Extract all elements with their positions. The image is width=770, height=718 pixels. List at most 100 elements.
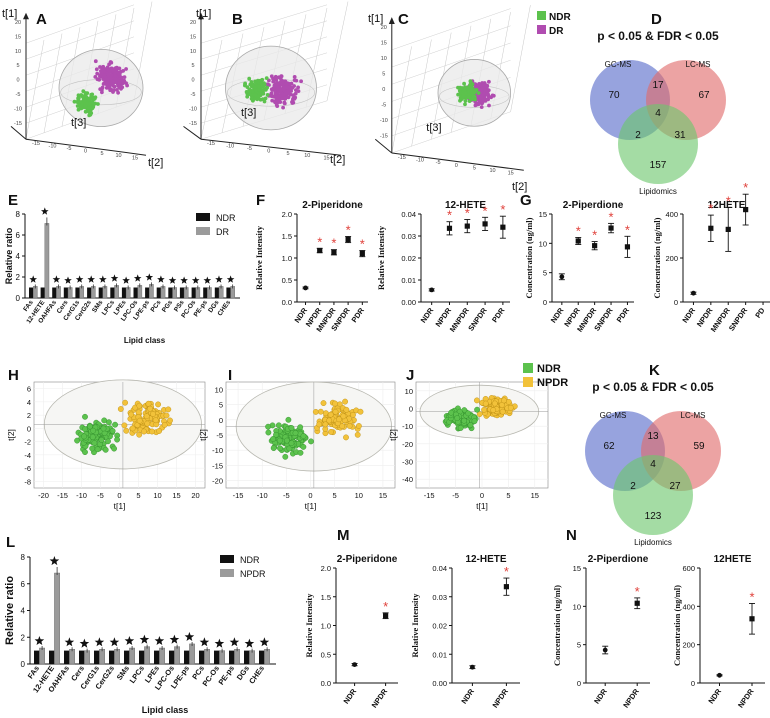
- point-ndr: [456, 85, 460, 90]
- x-tick-label: 20: [191, 491, 199, 500]
- grid-line: [25, 4, 135, 44]
- legend-swatch-ndr: [196, 213, 210, 221]
- axis-tick: 0: [16, 78, 19, 84]
- point-dr: [109, 79, 113, 84]
- point-ndr: [288, 440, 295, 446]
- point-ndr: [96, 102, 100, 106]
- y-tick-label: 0.5: [282, 276, 292, 285]
- point-npdr: [136, 417, 143, 424]
- significance-asterisk: *: [383, 599, 388, 614]
- point-dr: [281, 79, 286, 84]
- point-ndr: [111, 445, 118, 452]
- point-dr: [114, 65, 119, 70]
- venn-count-lc-lipidomics: 27: [669, 481, 681, 492]
- point-dr: [475, 102, 480, 107]
- axis-tick: -10: [380, 118, 388, 124]
- x-axis-label: Lipid class: [142, 705, 189, 715]
- venn-count-lipidomics-only: 123: [645, 511, 662, 522]
- point-ndr: [86, 106, 91, 110]
- point-dr: [99, 69, 103, 73]
- significance-asterisk: *: [346, 222, 351, 237]
- venn-title: p < 0.05 & FDR < 0.05: [592, 380, 714, 394]
- point-dr: [109, 76, 113, 80]
- panel-letter-k: K: [649, 362, 660, 379]
- data-point: [602, 647, 608, 653]
- y-tick-label: 200: [682, 641, 695, 650]
- y-tick-label: 6: [21, 580, 26, 589]
- point-ndr: [448, 409, 454, 416]
- point-dr: [273, 99, 278, 103]
- point-dr: [282, 100, 287, 105]
- bar-npdr: [174, 646, 180, 665]
- point-ndr: [82, 98, 87, 103]
- point-dr: [105, 65, 110, 70]
- point-npdr: [121, 422, 128, 429]
- bar-ndr: [145, 287, 150, 298]
- point-ndr: [474, 406, 480, 413]
- bar-ndr: [98, 287, 103, 298]
- point-npdr: [312, 408, 319, 415]
- point-ndr: [283, 437, 290, 444]
- bar-npdr: [39, 647, 46, 665]
- venn-circle-lipidomics: [618, 104, 698, 184]
- point-ndr: [461, 417, 467, 424]
- t2-axis-label: t[2]: [148, 157, 163, 169]
- point-ndr: [458, 98, 462, 103]
- x-tick-label: -15: [57, 491, 68, 500]
- data-point: [691, 290, 696, 296]
- category-label: NPDR: [370, 687, 390, 710]
- point-dr: [104, 86, 109, 90]
- x-tick-label: -10: [257, 491, 268, 500]
- y-tick-label: 4: [27, 398, 31, 407]
- bar-npdr: [114, 649, 121, 665]
- venn-set-label-lipidomics: Lipidomics: [639, 187, 677, 196]
- point-ndr: [458, 91, 463, 95]
- venn-count-gc-lc: 13: [647, 431, 659, 442]
- point-npdr: [327, 411, 334, 418]
- point-ndr: [292, 430, 299, 436]
- point-ndr: [101, 417, 108, 424]
- point-ndr: [112, 421, 119, 428]
- y-tick-label: 0: [577, 679, 581, 688]
- point-ndr: [262, 99, 267, 104]
- bar-ndr: [52, 287, 57, 298]
- chart-title: 2-Piperidone: [302, 200, 363, 211]
- axis-tick: -15: [380, 134, 388, 140]
- point-ndr: [91, 440, 98, 446]
- significance-star: [145, 273, 154, 281]
- bar-legend: NDR DR: [196, 213, 236, 237]
- axis-t3: [10, 126, 27, 140]
- significance-asterisk: *: [625, 222, 630, 237]
- point-ndr: [109, 427, 116, 434]
- bar-legend: NDR NPDR: [220, 555, 266, 579]
- y-tick-label: 6: [27, 385, 31, 394]
- point-ndr: [265, 429, 272, 436]
- category-label: CHEs: [247, 664, 266, 686]
- point-dr: [299, 79, 303, 84]
- point-dr: [116, 90, 120, 95]
- point-npdr: [481, 406, 487, 413]
- y-axis-label: Relative Intensity: [304, 593, 314, 658]
- point-dr: [480, 101, 484, 106]
- point-ndr: [462, 81, 466, 86]
- venn-set-label-gcms: GC-MS: [600, 411, 627, 420]
- point-ndr: [273, 431, 279, 438]
- venn-count-lc-only: 67: [698, 90, 710, 101]
- bar-ndr: [203, 287, 208, 298]
- bar-ndr: [184, 650, 190, 664]
- point-ndr: [83, 109, 88, 114]
- point-dr: [117, 85, 122, 90]
- point-dr: [284, 91, 288, 95]
- point-ndr: [244, 90, 249, 94]
- y-axis-label: t[2]: [6, 429, 16, 441]
- point-dr: [289, 86, 294, 91]
- legend-label-ndr: NDR: [537, 363, 561, 375]
- panel-letter-d: D: [651, 11, 662, 28]
- y-tick-label: 0.0: [321, 679, 331, 688]
- point-npdr: [346, 422, 353, 429]
- significance-asterisk: *: [592, 228, 597, 243]
- score-points: [72, 59, 129, 118]
- y-axis-label: Concentration (ng/ml): [672, 585, 682, 666]
- score-plot-i: -15 -10 -5 0 5 10 15 10 5 0 -5 -10 -15 -20 t[1] t[2]: [198, 381, 396, 511]
